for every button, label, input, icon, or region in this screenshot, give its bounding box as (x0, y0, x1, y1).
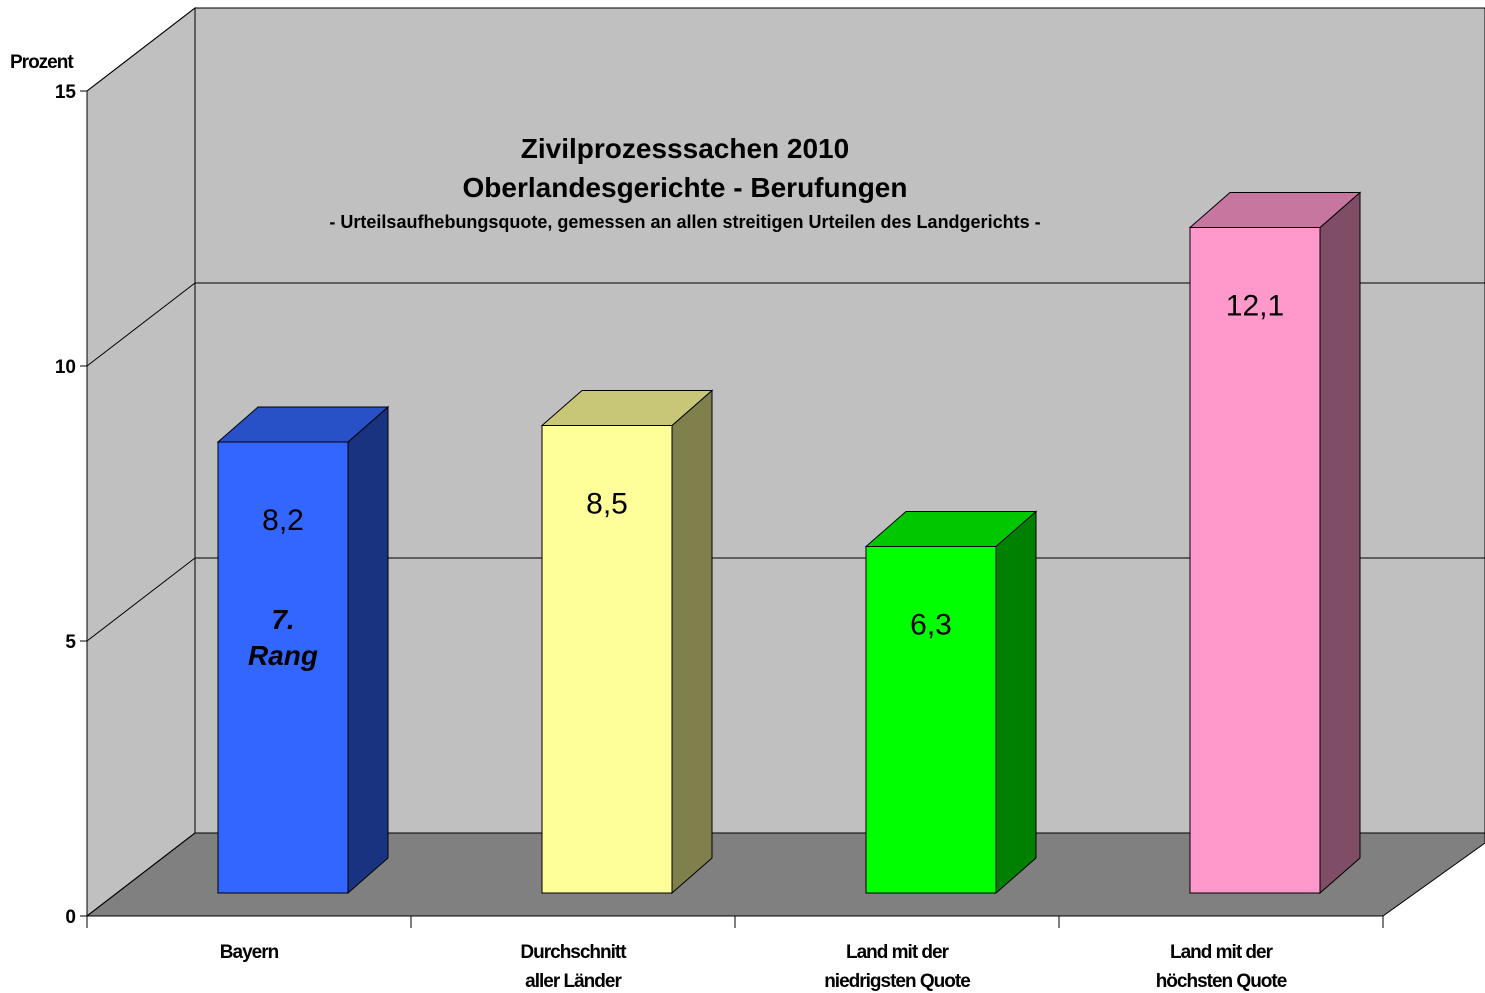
bar (1189, 227, 1321, 894)
chart-subtitle: Oberlandesgerichte - Berufungen (462, 172, 908, 203)
y-tick-label: 10 (55, 357, 76, 378)
value-label: 6,3 (910, 609, 952, 642)
value-label: 8,5 (586, 488, 628, 521)
bar-side (347, 405, 389, 895)
value-label: 8,2 (262, 504, 304, 537)
bar-side (671, 389, 713, 895)
y-tick-label: 0 (65, 907, 76, 928)
bar (541, 425, 673, 894)
annotation: 7. Rang (248, 604, 318, 671)
y-tick-label: 5 (65, 632, 76, 653)
bar-side (1319, 191, 1361, 895)
y-tick-label: 15 (55, 82, 77, 103)
grid-line (86, 7, 196, 92)
grid-line (86, 282, 196, 367)
bar (217, 441, 349, 894)
value-label: 12,1 (1226, 290, 1284, 323)
bar-side (995, 510, 1037, 895)
y-axis-label: Prozent (10, 52, 74, 73)
x-tick-label: Durchschnitt aller Länder (520, 942, 626, 992)
chart-note: - Urteilsaufhebungsquote, gemessen an al… (329, 212, 1041, 232)
bar (865, 546, 997, 894)
x-tick-label: Bayern (219, 942, 279, 963)
chart-title: Zivilprozesssachen 2010 (520, 133, 850, 164)
grid-line (86, 557, 196, 642)
x-tick-label: Land mit der niedrigsten Quote (824, 942, 971, 992)
grid-line (86, 832, 196, 917)
x-tick-label: Land mit der höchsten Quote (1155, 942, 1288, 992)
